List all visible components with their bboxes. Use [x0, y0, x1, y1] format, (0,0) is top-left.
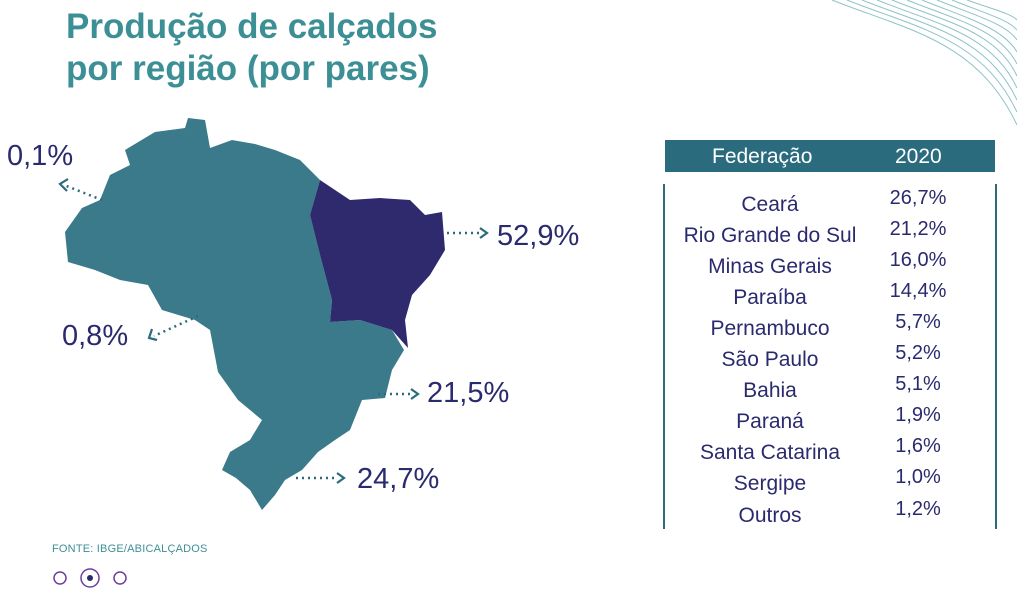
state-value: 21,2% — [889, 218, 947, 240]
state-name: Ceará — [741, 193, 799, 216]
state-value: 5,7% — [895, 311, 941, 333]
table-row: Bahia 5,1% — [665, 373, 995, 408]
label-sul: 24,7% — [357, 463, 440, 495]
state-value: 26,7% — [889, 187, 947, 209]
page-dot-1[interactable] — [53, 571, 67, 585]
state-name: Santa Catarina — [699, 441, 841, 464]
arrowhead-sudeste — [410, 388, 420, 400]
arrowhead-sul — [336, 472, 346, 484]
state-name: Paraná — [736, 410, 804, 433]
arrow-centro-oeste — [153, 314, 199, 338]
state-name: Sergipe — [733, 472, 807, 495]
table-row: Santa Catarina 1,6% — [665, 435, 995, 470]
state-value: 1,0% — [895, 466, 941, 488]
table-row: Paraíba 14,4% — [665, 280, 995, 315]
page-dot-3[interactable] — [113, 571, 127, 585]
label-norte: 0,1% — [7, 140, 74, 172]
state-name: Outros — [738, 504, 802, 527]
header-year: 2020 — [895, 145, 942, 168]
page-dot-2-active[interactable] — [80, 568, 100, 588]
state-name: Minas Gerais — [708, 255, 832, 278]
decorative-lines — [831, 0, 1017, 125]
table-row: Minas Gerais 16,0% — [665, 249, 995, 284]
title-line-2: por região (por pares) — [66, 49, 430, 88]
state-value: 5,1% — [895, 373, 941, 395]
arrow-norte — [63, 183, 103, 202]
state-value: 14,4% — [889, 280, 947, 302]
map-region-nordeste[interactable] — [310, 180, 445, 348]
table-row: Outros 1,2% — [665, 498, 995, 533]
brazil-map — [65, 118, 445, 510]
table-row: Paraná 1,9% — [665, 404, 995, 439]
state-name: São Paulo — [721, 348, 819, 371]
table-header: Federação 2020 — [665, 140, 995, 172]
table-row: Rio Grande do Sul 21,2% — [665, 218, 995, 253]
page-title: Produção de calçados por região (por par… — [66, 6, 438, 90]
state-value: 5,2% — [895, 342, 941, 364]
state-value: 1,6% — [895, 435, 941, 457]
header-federacao: Federação — [712, 145, 813, 168]
source-note: FONTE: IBGE/ABICALÇADOS — [52, 543, 208, 555]
state-name: Rio Grande do Sul — [683, 224, 857, 247]
title-line-1: Produção de calçados — [66, 7, 438, 46]
state-value: 1,9% — [895, 404, 941, 426]
table-right-border — [995, 184, 997, 529]
arrowhead-centro-oeste — [147, 328, 158, 342]
state-value: 1,2% — [895, 498, 941, 520]
table-row: Ceará 26,7% — [665, 187, 995, 222]
state-name: Bahia — [743, 379, 797, 402]
label-nordeste: 52,9% — [497, 220, 580, 252]
table-left-border — [663, 184, 665, 529]
table-row: São Paulo 5,2% — [665, 342, 995, 377]
arrowhead-nordeste — [479, 227, 489, 239]
label-sudeste: 21,5% — [427, 377, 510, 409]
state-value: 16,0% — [889, 249, 947, 271]
table-row: Sergipe 1,0% — [665, 466, 995, 501]
map-region-main — [65, 118, 404, 510]
state-name: Pernambuco — [710, 317, 830, 340]
page-dot-2-center — [87, 575, 93, 581]
pagination-dots — [53, 568, 127, 588]
arrowhead-norte — [58, 178, 69, 192]
table-row: Pernambuco 5,7% — [665, 311, 995, 346]
state-name: Paraíba — [733, 286, 807, 309]
label-centro-oeste: 0,8% — [62, 320, 129, 352]
